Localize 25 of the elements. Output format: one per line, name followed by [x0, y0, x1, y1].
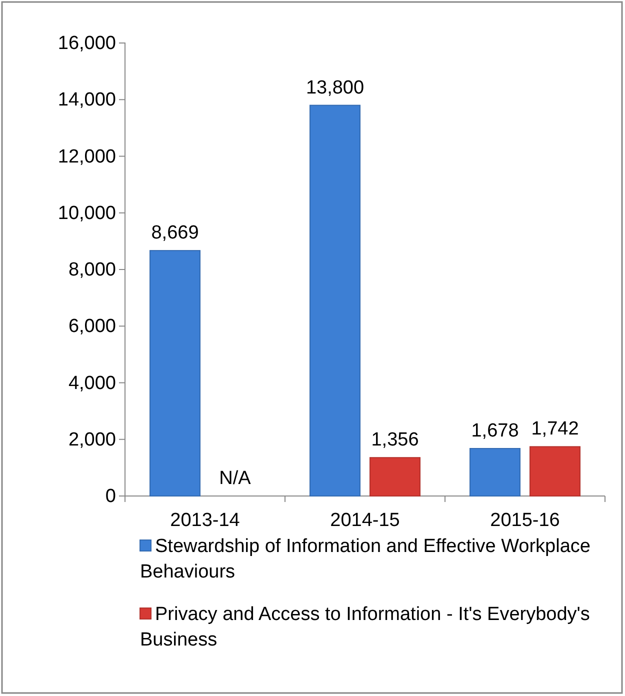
x-tick-label: 2013-14: [170, 510, 240, 531]
x-tick-label: 2015-16: [490, 510, 560, 531]
data-label: 1,742: [531, 418, 579, 440]
data-label: 8,669: [151, 222, 199, 244]
y-tick-label: 0: [105, 486, 116, 508]
y-tick-label: 16,000: [58, 33, 116, 54]
y-tick-label: 14,000: [58, 90, 116, 111]
bar: [530, 446, 580, 496]
legend-label: Stewardship of Information and Effective Workplace Behaviours: [140, 536, 590, 583]
data-label: 1,678: [471, 420, 519, 442]
y-tick-label: 10,000: [58, 202, 116, 224]
legend-label: Privacy and Access to Information - It's Everybody's Business: [140, 604, 590, 651]
bar: [470, 448, 520, 496]
y-tick-label: 12,000: [58, 146, 116, 168]
y-tick-label: 8,000: [68, 260, 116, 281]
y-tick-label: 2,000: [68, 429, 116, 450]
y-tick-label: 6,000: [68, 316, 116, 338]
text: N/A: [219, 468, 251, 489]
data-label: 13,800: [306, 77, 364, 98]
data-label: 1,356: [371, 430, 419, 451]
x-tick-label: 2014-15: [330, 510, 400, 531]
y-tick-label: 4,000: [68, 372, 116, 394]
bar: [150, 250, 200, 496]
bar: [310, 104, 360, 496]
bar: [370, 457, 420, 496]
